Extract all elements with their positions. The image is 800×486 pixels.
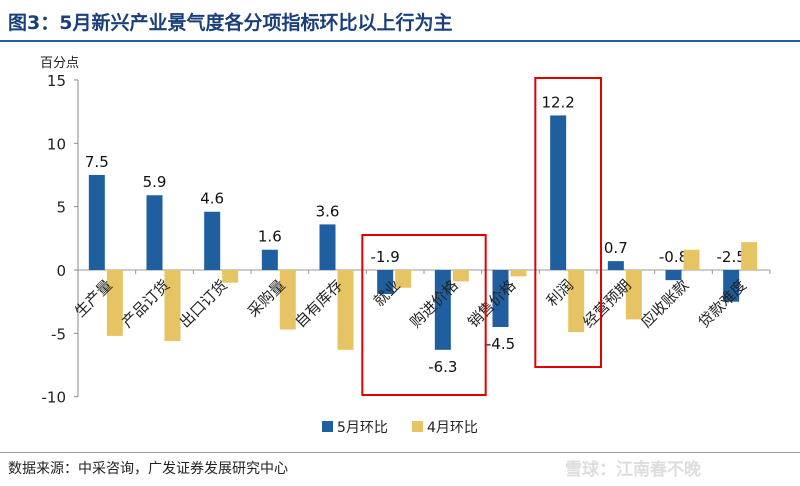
watermark: 雪球：江南春不晚	[565, 460, 701, 480]
x-tick-label: 贷款难度	[695, 276, 750, 331]
data-label: -2.5	[717, 248, 746, 266]
bar-apr	[222, 270, 239, 283]
highlight-box	[534, 77, 602, 368]
y-tick-label: -10	[42, 389, 67, 407]
legend-label: 4月环比	[427, 420, 478, 436]
data-label: -0.8	[659, 248, 688, 266]
data-label: 5.9	[143, 173, 167, 191]
bar-apr	[741, 242, 758, 270]
title-rule	[0, 40, 800, 42]
highlight-box	[361, 234, 487, 396]
bar-may	[377, 270, 394, 295]
data-label: 4.6	[200, 190, 224, 208]
y-tick-label: 10	[47, 135, 66, 153]
x-tick-label: 购进价格	[406, 276, 461, 331]
y-tick-label: 15	[47, 72, 66, 90]
bar-may	[550, 115, 567, 271]
bar-may	[319, 224, 336, 270]
bar-apr	[510, 270, 527, 277]
bar-may	[204, 211, 221, 270]
data-label: -4.5	[486, 335, 515, 353]
bar-may	[492, 270, 509, 328]
source-note: 数据来源：中采咨询，广发证券发展研究中心	[8, 461, 288, 477]
footer-rule	[0, 452, 800, 453]
y-tick-label: -5	[51, 325, 66, 343]
x-tick-label: 出口订货	[176, 276, 231, 331]
bar-may	[261, 249, 278, 270]
bar-apr	[106, 270, 123, 336]
y-tick-label: 5	[56, 199, 66, 217]
bar-may	[146, 195, 163, 270]
bar-apr	[683, 249, 700, 270]
bar-may	[665, 270, 682, 281]
data-label: -1.9	[371, 248, 400, 266]
y-tick-label: 0	[56, 262, 66, 280]
bar-apr	[395, 270, 412, 288]
bar-apr	[625, 270, 642, 320]
data-label: 7.5	[85, 153, 109, 171]
bar-apr	[279, 270, 296, 330]
bar-apr	[164, 270, 181, 341]
chart-title: 图3：5月新兴产业景气度各分项指标环比以上行为主	[8, 12, 453, 34]
data-label: 3.6	[316, 202, 340, 220]
legend-swatch	[322, 421, 333, 432]
data-label: 0.7	[604, 239, 628, 257]
y-axis-unit: 百分点	[40, 56, 80, 71]
bar-apr	[452, 270, 469, 282]
bar-may	[607, 261, 624, 270]
x-tick-label: 应收账款	[637, 276, 692, 331]
data-label: 1.6	[258, 228, 282, 246]
bar-apr	[337, 270, 354, 350]
data-label: -6.3	[428, 358, 457, 376]
bar-may	[88, 174, 105, 270]
legend-label: 5月环比	[337, 420, 388, 436]
legend-swatch	[412, 421, 423, 432]
bar-may	[434, 270, 451, 350]
data-label: 12.2	[541, 93, 574, 111]
bar-apr	[568, 270, 585, 333]
x-tick-label: 销售价格	[464, 276, 519, 331]
bar-may	[723, 270, 740, 302]
